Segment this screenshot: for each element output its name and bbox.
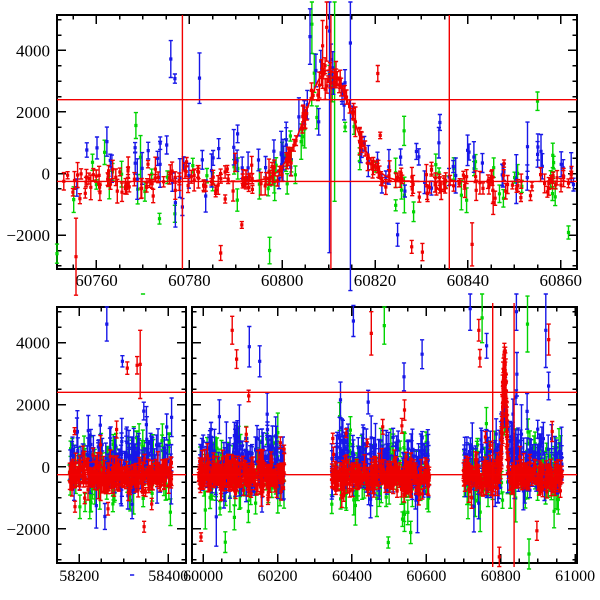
- y-tick-label: −2000: [6, 520, 50, 539]
- y-tick-label: 4000: [16, 334, 50, 353]
- x-tick-label: 58400: [148, 568, 188, 585]
- y-tick-label: 0: [42, 458, 51, 477]
- y-tick-label: 2000: [16, 396, 50, 415]
- x-tick-label: 60800: [481, 568, 521, 585]
- model-light-curve: [498, 361, 511, 474]
- model-light-curve: [226, 69, 420, 183]
- x-tick-label: 60400: [332, 568, 372, 585]
- x-tick-label: 60000: [183, 568, 223, 585]
- y-tick-label: 0: [42, 165, 51, 184]
- x-tick-label: 60820: [354, 271, 397, 290]
- y-tick-label: 4000: [16, 41, 50, 60]
- x-tick-label: 61000: [555, 568, 595, 585]
- top-panel-marker-lines: [57, 15, 577, 269]
- x-tick-label: 60200: [258, 568, 298, 585]
- y-tick-label: −2000: [6, 226, 50, 245]
- bottom-panel-marker-lines: [57, 303, 577, 567]
- bottom-box-0: [56, 306, 187, 564]
- top-panel-axes: [56, 14, 578, 270]
- top-panel-tick-labels: 60760 60780 60800 60820 60840 60860 −2000 0 2000…: [6, 41, 582, 290]
- y-tick-label: 2000: [16, 103, 50, 122]
- x-tick-label: 60840: [447, 271, 490, 290]
- x-tick-label: 60780: [168, 271, 211, 290]
- bottom-panel-tick-labels: 58200 58400 −2000 0 2000 4000 60000 60200 60400 6…: [6, 334, 595, 585]
- x-tick-label: 60600: [406, 568, 446, 585]
- top-box-0: [56, 14, 578, 270]
- x-tick-label: 60800: [261, 271, 304, 290]
- bottom-panel-series-red: [67, 311, 565, 568]
- x-tick-label: 58200: [59, 568, 99, 585]
- x-tick-label: 60860: [540, 271, 583, 290]
- x-tick-label: 60760: [75, 271, 118, 290]
